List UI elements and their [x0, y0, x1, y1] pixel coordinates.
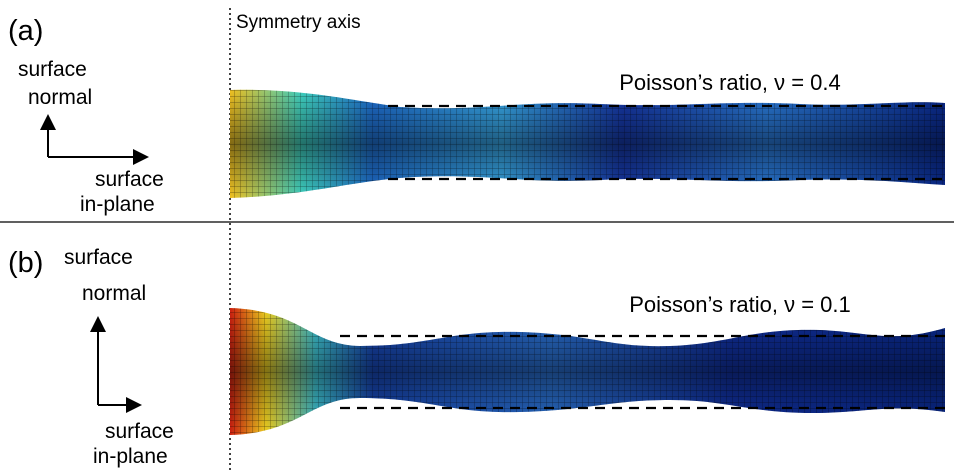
- normal-label: normal: [82, 282, 146, 305]
- symmetry-label: Symmetry axis: [236, 12, 361, 33]
- normal-label: surface: [18, 58, 87, 81]
- ratio-label: Poisson’s ratio, ν = 0.4: [619, 70, 841, 95]
- panel-label: (a): [8, 15, 43, 47]
- inplane-label: surface: [95, 168, 164, 191]
- normal-label: surface: [64, 246, 133, 269]
- mesh: [230, 308, 945, 435]
- inplane-label: surface: [105, 420, 174, 443]
- inplane-label: in-plane: [80, 193, 155, 216]
- mesh: [230, 89, 945, 198]
- inplane-label: in-plane: [93, 445, 168, 468]
- panel-label: (b): [8, 247, 43, 279]
- ratio-label: Poisson’s ratio, ν = 0.1: [629, 292, 851, 317]
- normal-label: normal: [28, 86, 92, 109]
